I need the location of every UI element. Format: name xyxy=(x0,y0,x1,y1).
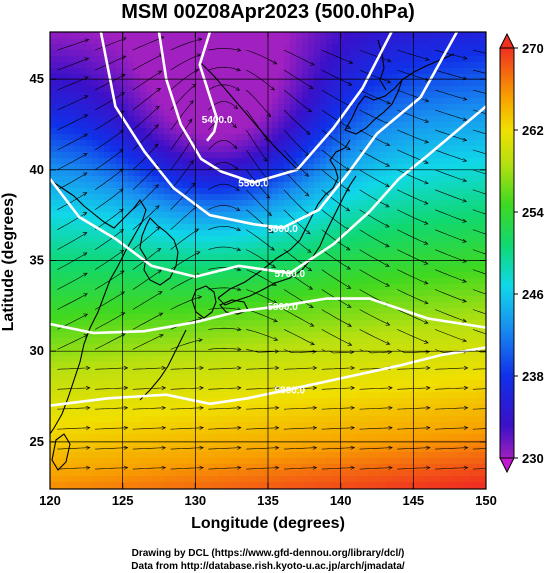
x-tick-label: 135 xyxy=(257,493,279,508)
contour-label-1: 5500.0 xyxy=(238,179,269,190)
colorbar-top-arrow xyxy=(499,32,515,49)
contour-line-1 xyxy=(157,32,393,184)
coastline-kurils xyxy=(401,53,455,81)
contour-label-0: 5400.0 xyxy=(202,115,233,126)
contour-line-5 xyxy=(50,346,486,407)
y-tick-label: 35 xyxy=(30,253,44,268)
chart-title: MSM 00Z08Apr2023 (500.0hPa) xyxy=(121,1,414,23)
y-tick-label: 25 xyxy=(30,434,44,449)
colorbar-tick-label: 246 xyxy=(522,287,544,302)
coastline-china xyxy=(50,179,147,435)
x-tick-label: 120 xyxy=(39,493,61,508)
axis-ticks: 120 125 130 135 140 145 150 25 30 35 40 45 xyxy=(30,32,497,508)
x-tick-label: 130 xyxy=(184,493,206,508)
x-tick-label: 145 xyxy=(402,493,424,508)
y-tick-label: 30 xyxy=(30,343,44,358)
grid xyxy=(50,32,486,489)
colorbar-tick-label: 262 xyxy=(522,123,544,138)
x-tick-label: 140 xyxy=(330,493,352,508)
coastline-japan-honshu xyxy=(217,139,351,299)
coastline-taiwan xyxy=(51,433,71,471)
colorbar-tick-label: 270 xyxy=(522,41,544,56)
contour-line-0 xyxy=(198,32,219,142)
contour-label-4: 5800.0 xyxy=(267,302,298,313)
contour-line-3 xyxy=(50,105,486,279)
x-axis-label: Longitude (degrees) xyxy=(191,515,345,532)
coastline-ryukyu xyxy=(139,329,187,401)
coastline-sakhalin xyxy=(377,39,387,91)
y-tick-label: 45 xyxy=(30,71,44,86)
colorbar-ticks: 230 238 246 254 262 270 xyxy=(514,41,544,466)
x-tick-label: 125 xyxy=(112,493,134,508)
y-tick-label: 40 xyxy=(30,162,44,177)
coastline-kyushu xyxy=(191,285,217,319)
credit-line-2: Data from http://database.rish.kyoto-u.a… xyxy=(131,561,405,572)
colorbar-tick-label: 230 xyxy=(522,451,544,466)
colorbar: 230 238 246 254 262 270 xyxy=(499,32,544,474)
y-axis-label: Latitude (degrees) xyxy=(0,193,17,332)
contour-line-4 xyxy=(50,297,486,335)
colorbar-bottom-arrow xyxy=(499,457,515,474)
coastline-russia xyxy=(199,61,297,169)
temperature-field xyxy=(50,32,486,489)
contour-label-2: 5600.0 xyxy=(267,224,298,235)
colorbar-fill xyxy=(499,47,515,459)
contour-label-5: 5800.0 xyxy=(275,385,306,396)
colorbar-tick-label: 254 xyxy=(522,205,544,220)
credit-line-1: Drawing by DCL (https://www.gfd-dennou.o… xyxy=(132,548,405,559)
x-tick-label: 150 xyxy=(475,493,497,508)
plot-area: 5400.0 5500.0 5600.0 5700.0 5800.0 5800.0 xyxy=(50,32,486,489)
coastline-korea xyxy=(139,217,179,286)
contour-label-3: 5700.0 xyxy=(275,269,306,280)
colorbar-tick-label: 238 xyxy=(522,369,544,384)
